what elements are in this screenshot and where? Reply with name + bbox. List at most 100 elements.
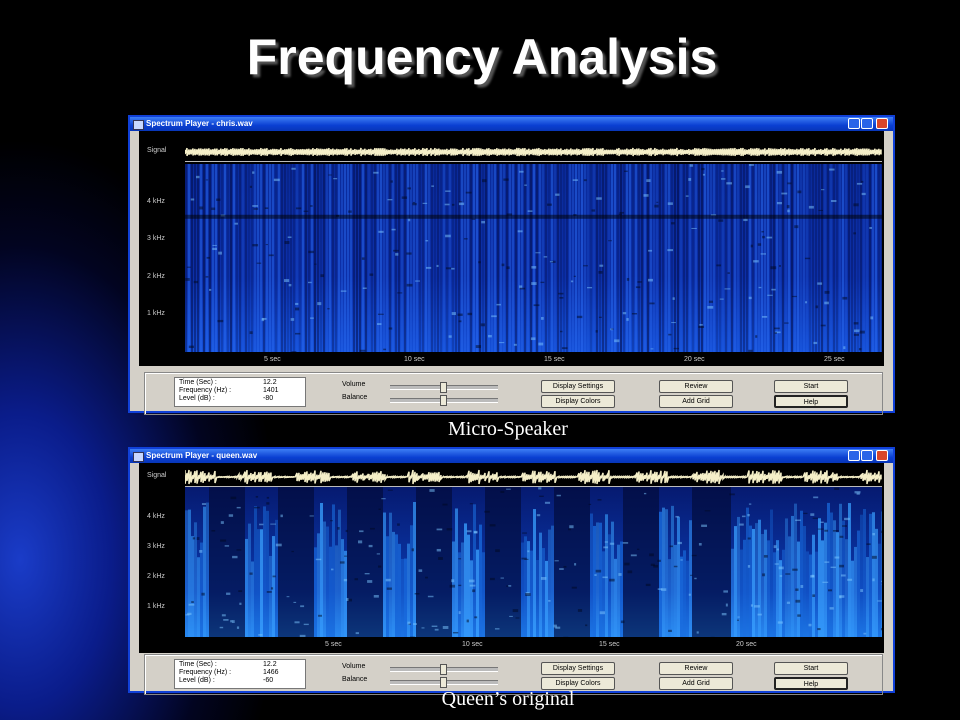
slider-thumb[interactable] bbox=[440, 382, 447, 393]
spectral-column bbox=[794, 164, 796, 352]
spectral-speck bbox=[856, 492, 860, 495]
spectral-column bbox=[557, 487, 560, 637]
spectral-column bbox=[464, 523, 467, 637]
spectral-column bbox=[410, 164, 412, 352]
spectral-speck bbox=[451, 267, 455, 270]
button[interactable]: Add Grid bbox=[659, 677, 733, 690]
spectral-column bbox=[185, 164, 187, 352]
spectral-column bbox=[479, 164, 481, 352]
minimize-button[interactable] bbox=[848, 118, 860, 129]
spectral-column bbox=[476, 549, 479, 637]
spectral-column bbox=[833, 520, 836, 637]
spectral-speck bbox=[618, 213, 622, 216]
spectral-speck bbox=[449, 584, 456, 588]
spectral-speck bbox=[361, 257, 365, 260]
spectral-column bbox=[608, 534, 611, 637]
spectral-speck bbox=[685, 195, 689, 197]
minimize-button[interactable] bbox=[848, 450, 860, 461]
spectral-speck bbox=[355, 632, 359, 635]
spectral-speck bbox=[489, 577, 495, 581]
button[interactable]: Display Colors bbox=[541, 677, 615, 690]
spectral-column bbox=[485, 164, 487, 352]
spectral-column bbox=[281, 487, 284, 637]
button[interactable]: Review bbox=[659, 380, 733, 393]
spectral-speck bbox=[573, 275, 576, 278]
button[interactable]: Add Grid bbox=[659, 395, 733, 408]
spectral-column bbox=[779, 560, 782, 637]
spectral-speck bbox=[397, 523, 400, 526]
spectral-column bbox=[512, 487, 515, 637]
spectral-column bbox=[461, 164, 463, 352]
button[interactable]: Start bbox=[774, 662, 848, 675]
spectral-speck bbox=[503, 178, 509, 181]
spectral-speck bbox=[414, 593, 420, 595]
spectral-speck bbox=[583, 265, 588, 267]
spectral-speck bbox=[609, 542, 615, 545]
spectral-speck bbox=[544, 501, 551, 504]
spectral-speck bbox=[622, 312, 627, 315]
spectral-column bbox=[521, 542, 524, 637]
spectral-column bbox=[638, 164, 640, 352]
spectral-column bbox=[377, 487, 380, 637]
button[interactable]: Help bbox=[774, 677, 848, 690]
close-button[interactable] bbox=[876, 450, 888, 461]
spectral-column bbox=[425, 164, 427, 352]
spectral-speck bbox=[530, 337, 536, 341]
spectral-speck bbox=[598, 316, 602, 318]
spectral-column bbox=[320, 502, 323, 637]
spectral-speck bbox=[555, 626, 561, 629]
maximize-button[interactable] bbox=[861, 118, 873, 129]
spectral-speck bbox=[465, 191, 472, 194]
spectral-speck bbox=[228, 514, 234, 517]
spectral-column bbox=[407, 543, 410, 637]
spectral-column bbox=[806, 551, 809, 637]
spectral-column bbox=[800, 510, 803, 637]
slider-thumb[interactable] bbox=[440, 664, 447, 675]
button[interactable]: Help bbox=[774, 395, 848, 408]
spectral-speck bbox=[373, 594, 379, 598]
spectral-speck bbox=[422, 202, 428, 204]
spectral-speck bbox=[466, 530, 472, 533]
spectral-speck bbox=[412, 201, 415, 204]
spectral-column bbox=[335, 545, 338, 637]
freq-label: 3 kHz bbox=[147, 543, 165, 550]
spectral-column bbox=[611, 164, 613, 352]
close-button[interactable] bbox=[876, 118, 888, 129]
spectral-column bbox=[542, 164, 544, 352]
button[interactable]: Start bbox=[774, 380, 848, 393]
spectral-column bbox=[380, 164, 382, 352]
maximize-button[interactable] bbox=[861, 450, 873, 461]
spectral-speck bbox=[328, 174, 332, 176]
spectral-column bbox=[590, 513, 593, 637]
spectral-speck bbox=[224, 545, 230, 547]
spectral-column bbox=[779, 164, 781, 352]
spectral-column bbox=[188, 509, 191, 637]
spectral-speck bbox=[291, 550, 294, 553]
spectral-column bbox=[380, 487, 383, 637]
title-bar: Spectrum Player - queen.wav bbox=[130, 449, 893, 463]
spectral-column bbox=[515, 487, 518, 637]
spectral-column bbox=[371, 487, 374, 637]
slider-thumb[interactable] bbox=[440, 677, 447, 688]
button[interactable]: Review bbox=[659, 662, 733, 675]
spectral-speck bbox=[190, 198, 195, 201]
spectral-column bbox=[293, 487, 296, 637]
spectral-column bbox=[707, 487, 710, 637]
spectral-column bbox=[551, 525, 554, 637]
spectral-speck bbox=[236, 506, 241, 509]
spectral-column bbox=[359, 487, 362, 637]
spectral-column bbox=[875, 528, 878, 637]
spectral-speck bbox=[256, 262, 262, 264]
spectral-speck bbox=[691, 554, 697, 557]
spectral-column bbox=[284, 164, 286, 352]
button[interactable]: Display Settings bbox=[541, 380, 615, 393]
slider-thumb[interactable] bbox=[440, 395, 447, 406]
spectral-speck bbox=[675, 515, 679, 518]
button[interactable]: Display Settings bbox=[541, 662, 615, 675]
spectral-speck bbox=[212, 244, 217, 246]
button[interactable]: Display Colors bbox=[541, 395, 615, 408]
spectral-speck bbox=[199, 206, 204, 210]
spectral-speck bbox=[408, 218, 411, 222]
spectral-column bbox=[629, 164, 631, 352]
spectral-column bbox=[332, 164, 334, 352]
